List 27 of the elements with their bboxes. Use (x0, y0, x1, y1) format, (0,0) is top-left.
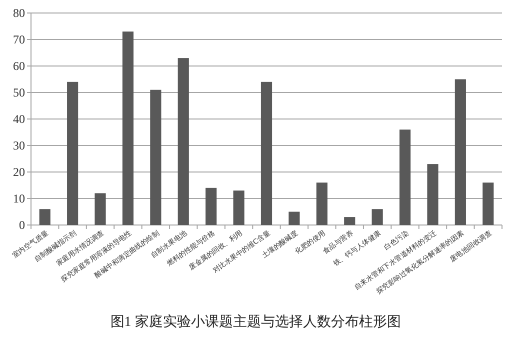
y-tick-label: 40 (13, 112, 25, 126)
bar (122, 32, 134, 225)
y-tick-label: 10 (13, 192, 25, 206)
y-tick-label: 70 (13, 32, 25, 46)
y-tick-label: 0 (19, 218, 25, 232)
bar (454, 79, 466, 225)
bar (288, 212, 300, 225)
y-tick-label: 80 (13, 6, 25, 20)
y-tick-label: 20 (13, 165, 25, 179)
bar (344, 217, 356, 225)
bar (482, 182, 494, 225)
y-tick-label: 50 (13, 86, 25, 100)
bar (316, 182, 328, 225)
bar (150, 90, 162, 225)
bar (372, 209, 383, 225)
bar (94, 193, 106, 225)
bar (39, 209, 50, 225)
bar (233, 190, 244, 225)
bar (67, 82, 78, 225)
bar (427, 164, 438, 225)
y-tick-label: 30 (13, 138, 25, 152)
bar (206, 188, 217, 225)
bar (399, 130, 411, 225)
y-tick-label: 60 (13, 59, 25, 73)
bar (260, 82, 272, 225)
caption: 图1 家庭实验小课题主题与选择人数分布柱形图 (110, 314, 401, 330)
bar (178, 58, 189, 225)
